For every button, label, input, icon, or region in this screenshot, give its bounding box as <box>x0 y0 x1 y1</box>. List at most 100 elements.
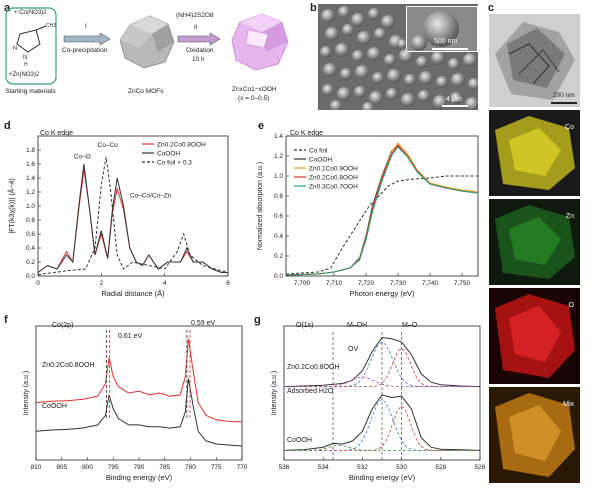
fit-component-g-5 <box>284 444 477 451</box>
x-axis-label-g: Binding energy (eV) <box>349 473 416 482</box>
series-line-e-3 <box>285 144 479 276</box>
x-tick-label-g-0: 536 <box>279 464 290 471</box>
x-tick-label-f-5: 785 <box>159 464 170 471</box>
fit-component-g-2 <box>284 376 477 387</box>
tem-scale-bar <box>551 102 577 104</box>
x-axis-label-f: Binding energy (eV) <box>106 473 173 482</box>
panel-letter-b: b <box>310 2 317 14</box>
arrow-step1 <box>63 32 111 46</box>
x-tick-label-e-2: 7,720 <box>358 280 375 287</box>
y-tick-label-d-9: 1.8 <box>26 147 35 154</box>
x-tick-label-d-2: 4 <box>163 280 167 287</box>
y-tick-label-e-6: 1.2 <box>274 153 283 160</box>
f-orbital: Co(2p) <box>52 322 74 329</box>
x-tick-label-f-2: 800 <box>82 464 93 471</box>
x-tick-label-d-3: 6 <box>226 280 230 287</box>
g-trace-top: Zn0.2Co0.8OOH <box>287 364 340 371</box>
series-line-e-0 <box>285 175 478 275</box>
y-axis-label-g: Intensity (a.u.) <box>271 371 278 415</box>
g-peak-oh: M–OH <box>347 322 368 329</box>
x-tick-label-f-4: 790 <box>134 464 145 471</box>
x-tick-label-f-8: 770 <box>237 464 248 471</box>
x-tick-label-e-3: 7,730 <box>390 280 407 287</box>
x-tick-label-f-3: 795 <box>108 464 119 471</box>
legend-label-e-4: Zn0.3Co0.7OOH <box>309 184 358 191</box>
x-tick-label-g-2: 532 <box>357 464 368 471</box>
series-line-e-4 <box>285 146 479 276</box>
y-tick-label-d-1: 0.2 <box>26 259 35 266</box>
panel-letter-a: a <box>4 2 11 14</box>
chart-g: 536 534 532 530 528 526 Binding energy (eV) Int… <box>271 325 486 482</box>
x-tick-label-d-0: 0 <box>36 280 40 287</box>
svg-text:N: N <box>23 55 27 61</box>
f-trace-top: Zn0.2Co0.8OOH <box>42 362 95 369</box>
series-line-d-2 <box>37 156 229 276</box>
step2-label1: Oxidation <box>186 47 214 54</box>
mof-caption: ZnCo MOFs <box>128 88 164 95</box>
chart-f: 810 805 800 795 790 785 780 775 770 Binding energ… <box>23 325 248 482</box>
y-tick-label-e-4: 0.8 <box>274 193 283 200</box>
material-zn: +Zn(NO3)2 <box>9 72 40 78</box>
y-axis-label-e: Normalized absorption (a.u.) <box>257 162 264 250</box>
step2-roman: II <box>194 25 198 31</box>
y-tick-label-e-5: 1.0 <box>274 173 283 180</box>
y-tick-label-d-2: 0.4 <box>26 245 35 252</box>
sem-inset-scale-label: 500 nm <box>434 38 458 45</box>
x-tick-label-g-4: 528 <box>435 464 446 471</box>
panel-letter-g: g <box>254 314 261 326</box>
annotation-d-0: Co–O <box>74 153 91 160</box>
sem-scale-bar <box>442 105 468 107</box>
y-tick-label-d-8: 1.6 <box>26 161 35 168</box>
y-axis-label-d: |FT(k3χ(k))| (Å−4) <box>7 178 16 233</box>
step2-reagent: (NH4)2S2O8 <box>176 12 214 19</box>
y-tick-label-d-5: 1.0 <box>26 203 35 210</box>
y-tick-label-e-0: 0.0 <box>274 273 283 280</box>
y-axis-label-f: Intensity (a.u.) <box>23 371 30 415</box>
y-tick-label-d-7: 1.4 <box>26 175 35 182</box>
annotation-d-1: Co–Co <box>98 142 119 149</box>
series-line-f-0 <box>35 338 242 423</box>
sem-particles <box>320 6 478 110</box>
f-shift2: 0.59 eV <box>191 320 216 327</box>
x-tick-label-g-5: 526 <box>475 464 486 471</box>
x-tick-label-g-1: 534 <box>318 464 329 471</box>
sem-scale-label: 4 μm <box>446 96 462 103</box>
sem-inset <box>406 6 478 52</box>
y-tick-label-d-6: 1.2 <box>26 189 35 196</box>
x-tick-label-g-3: 530 <box>396 464 407 471</box>
y-tick-label-e-3: 0.6 <box>274 213 283 220</box>
svg-text:N: N <box>13 46 17 52</box>
fit-component-g-3 <box>284 398 477 451</box>
material-co: + Co(NO3)2 <box>14 10 47 16</box>
materials-frame <box>5 7 57 85</box>
eds-map-o: O <box>489 288 580 384</box>
g-orbital: O(1s) <box>296 322 314 329</box>
eds-label-zn: Zn <box>565 213 574 220</box>
plot-frame-e <box>285 135 479 277</box>
step1-roman: I <box>85 24 87 30</box>
y-tick-label-e-1: 0.2 <box>274 253 283 260</box>
tem-image: 200 nm <box>489 14 580 107</box>
materials-caption: Starting materials <box>5 88 56 95</box>
d-edge-label: Co K edge <box>40 130 74 137</box>
eds-map-mix: Mix <box>489 387 580 483</box>
x-tick-label-d-1: 2 <box>100 280 104 287</box>
f-shift1: 0.61 eV <box>118 333 143 340</box>
legend-label-e-2: Zn0.1Co0.9OOH <box>309 166 358 173</box>
eds-label-co: Co <box>565 124 574 131</box>
e-edge-label: Co K edge <box>290 130 324 137</box>
y-tick-label-d-4: 0.8 <box>26 217 35 224</box>
panel-letter-c: c <box>488 2 495 14</box>
legend-label-d-1: CoOOH <box>157 151 180 158</box>
plot-frame-f <box>35 325 243 461</box>
arrow-step2 <box>177 32 221 46</box>
f-trace-bottom: CoOOH <box>42 403 67 410</box>
x-tick-label-f-1: 805 <box>56 464 67 471</box>
y-tick-label-d-3: 0.6 <box>26 231 35 238</box>
fit-component-g-4 <box>284 405 477 451</box>
legend-label-e-1: CoOOH <box>309 157 332 164</box>
sem-inset-scale-bar <box>432 48 468 50</box>
product-range: (x = 0–0.5) <box>238 95 270 102</box>
product-caption: ZnxCo1−xOOH <box>232 86 277 93</box>
chart-e: 7,700 7,710 7,720 7,730 7,740 7,750 0.0 0.2 0.4 0… <box>257 133 479 298</box>
